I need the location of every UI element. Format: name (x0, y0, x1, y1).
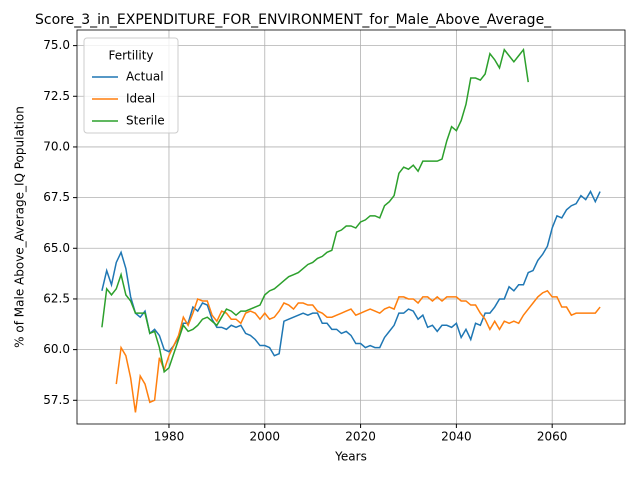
plot-frame (76, 29, 626, 425)
legend-label: Actual (126, 70, 164, 84)
legend-label: Ideal (126, 92, 155, 106)
data-line (115, 289, 601, 413)
data-line (101, 47, 529, 374)
x-tick-label: 2000 (250, 430, 281, 444)
x-axis-label: Years (334, 450, 367, 464)
y-tick-label: 70.0 (43, 139, 70, 153)
x-tick-label: 1980 (154, 430, 185, 444)
y-tick-label: 65.0 (43, 241, 70, 255)
legend-title: Fertility (108, 49, 153, 63)
legend-label: Sterile (126, 114, 165, 128)
y-tick-label: 67.5 (43, 190, 70, 204)
x-tick-label: 2020 (345, 430, 376, 444)
data-line (101, 189, 601, 357)
y-axis-label: % of Male Above_Average_IQ Population (13, 106, 27, 348)
y-tick-label: 72.5 (43, 89, 70, 103)
y-tick-label: 62.5 (43, 291, 70, 305)
legend-box (83, 37, 179, 134)
x-tick-label: 2060 (537, 430, 568, 444)
chart-title: Score_3_in_EXPENDITURE_FOR_ENVIRONMENT_f… (35, 12, 552, 28)
y-tick-label: 60.0 (43, 342, 70, 356)
y-tick-label: 57.5 (43, 393, 70, 407)
x-tick-label: 2040 (441, 430, 472, 444)
y-tick-label: 75.0 (43, 38, 70, 52)
